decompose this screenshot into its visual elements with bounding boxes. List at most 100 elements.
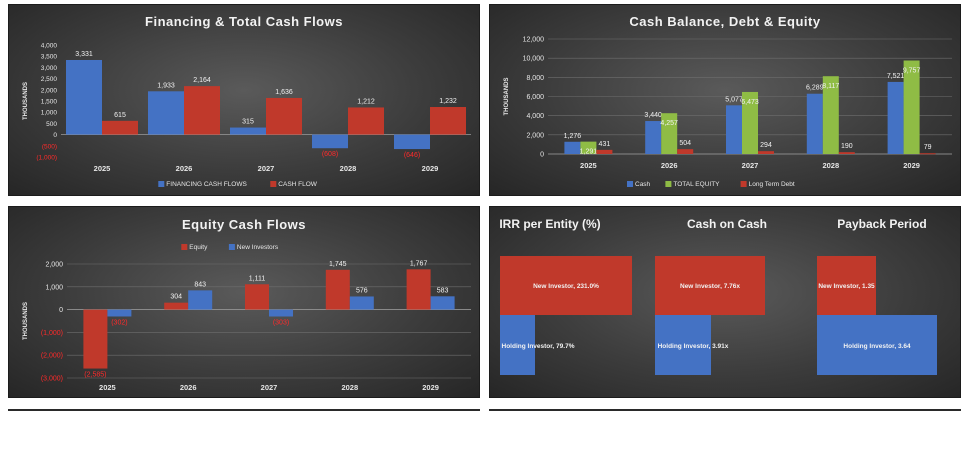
legend-swatch-financing-cash-flows <box>158 181 165 187</box>
y-tick-label: 6,000 <box>526 94 544 101</box>
data-label: 5,077 <box>725 96 743 103</box>
bar-equity <box>164 302 189 310</box>
data-label: 431 <box>599 141 611 148</box>
data-label: (302) <box>111 319 127 326</box>
investor-metrics-panel: IRR per Entity (%) New Investor, 231.0% Ho… <box>489 206 961 398</box>
legend-label-total-equity: TOTAL EQUITY <box>673 181 720 188</box>
data-label: New Investor, 231.0% <box>533 283 599 290</box>
data-label: 315 <box>242 119 254 126</box>
y-tick-label: 2,000 <box>45 262 63 269</box>
bar-total-equity <box>580 141 597 154</box>
financing-cash-flows-chart: 4,000 3,500 3,000 2,500 2,000 1,500 1,000 500 0 (… <box>23 43 471 188</box>
data-label: 1,745 <box>329 261 347 268</box>
y-tick-label: (1,000) <box>41 330 63 337</box>
bar-long-term-debt <box>596 149 613 154</box>
legend-label-long-term-debt: Long Term Debt <box>749 181 795 188</box>
legend-swatch-new-investors <box>228 244 235 250</box>
y-tick-label: (2,000) <box>41 353 63 360</box>
financing-cash-flows-panel: Financing & Total Cash Flows 4,000 3,500 3… <box>8 4 480 196</box>
data-label: 1,111 <box>249 275 266 282</box>
legend-swatch-long-term-debt <box>740 181 747 187</box>
data-label: 190 <box>841 143 853 150</box>
data-label: 8,117 <box>822 83 839 90</box>
bar-cash-flow <box>266 97 302 135</box>
data-label: 6,473 <box>741 99 759 106</box>
x-tick-label: 2025 <box>99 383 116 392</box>
x-tick-label: 2029 <box>422 164 439 173</box>
y-tick-label: (3,000) <box>41 376 63 383</box>
data-label: 6,289 <box>806 85 824 92</box>
bar-cash <box>564 141 581 154</box>
x-tick-label: 2028 <box>822 161 839 170</box>
bar-cash <box>726 105 742 154</box>
bar-equity <box>245 284 269 310</box>
legend-label-financing-cash-flows: FINANCING CASH FLOWS <box>166 181 247 188</box>
data-label: 583 <box>437 287 449 294</box>
data-label: 504 <box>679 140 691 147</box>
bar-new-investors <box>349 296 374 310</box>
data-label: 1,636 <box>275 89 293 96</box>
bar-cash-flow <box>102 120 138 135</box>
y-tick-label: 4,000 <box>41 43 58 50</box>
data-label: New Investor, 1.35 <box>818 283 875 290</box>
data-label: 615 <box>114 112 126 119</box>
bar-cash <box>645 121 662 154</box>
y-tick-label: 10,000 <box>523 56 545 63</box>
bar-equity <box>83 309 108 369</box>
bar-holding-investor <box>817 315 937 375</box>
x-tick-label: 2025 <box>580 161 597 170</box>
data-label: (646) <box>404 152 420 159</box>
x-tick-label: 2028 <box>340 164 357 173</box>
bar-financing-cash-flows <box>230 127 266 135</box>
divider-left <box>8 409 480 411</box>
bar-new-investor <box>500 256 632 315</box>
legend-label-cash-flow: CASH FLOW <box>278 181 318 188</box>
bar-cash-flow <box>348 107 384 135</box>
bar-holding-investor <box>655 315 711 375</box>
data-label: 1,212 <box>357 98 375 105</box>
bar-cash <box>887 81 904 154</box>
data-label: 9,757 <box>903 67 921 74</box>
y-tick-label: 1,000 <box>41 110 58 117</box>
data-label: (303) <box>273 320 289 327</box>
bar-cash-flow <box>430 107 466 135</box>
bar-financing-cash-flows <box>312 134 348 149</box>
y-tick-label: (1,000) <box>36 155 57 162</box>
x-tick-label: 2026 <box>661 161 678 170</box>
bar-long-term-debt <box>919 153 936 155</box>
data-label: 3,331 <box>75 51 93 58</box>
metric-title: Cash on Cash <box>687 217 767 231</box>
legend-swatch-cash-flow <box>270 181 277 187</box>
y-tick-label: 2,500 <box>41 76 58 83</box>
bar-total-equity <box>903 60 920 154</box>
bar-new-investor <box>817 256 876 315</box>
y-tick-label: 12,000 <box>523 37 545 44</box>
bar-cash <box>806 93 823 154</box>
bar-total-equity <box>822 76 839 154</box>
chart-title: Equity Cash Flows <box>181 217 307 232</box>
data-label: 576 <box>356 287 368 294</box>
data-label: Holding Investor, 3.64 <box>843 343 911 350</box>
y-axis-title: THOUSANDS <box>23 302 29 340</box>
x-tick-label: 2029 <box>903 161 920 170</box>
legend-swatch-cash <box>627 181 633 187</box>
legend-label-cash: Cash <box>635 181 651 188</box>
y-axis-title: THOUSANDS <box>23 82 29 120</box>
data-label: 7,521 <box>887 73 905 80</box>
x-tick-label: 2027 <box>742 161 759 170</box>
data-label: 3,440 <box>644 112 662 119</box>
metric-title: Payback Period <box>837 217 926 231</box>
y-tick-label: 3,000 <box>41 65 58 72</box>
y-tick-label: 1,000 <box>45 284 63 291</box>
bar-equity <box>406 269 431 310</box>
data-label: 843 <box>194 281 206 288</box>
y-tick-label: 2,000 <box>41 87 58 94</box>
legend-swatch-equity <box>181 244 188 250</box>
cash-balance-panel: Cash Balance, Debt & Equity 12,000 10,000… <box>489 4 961 196</box>
bar-new-investor <box>655 256 765 315</box>
x-tick-label: 2026 <box>180 383 197 392</box>
data-label: 1,767 <box>410 260 428 267</box>
y-tick-label: 1,500 <box>41 99 58 106</box>
data-label: 294 <box>760 142 772 149</box>
bar-new-investors <box>269 309 293 317</box>
